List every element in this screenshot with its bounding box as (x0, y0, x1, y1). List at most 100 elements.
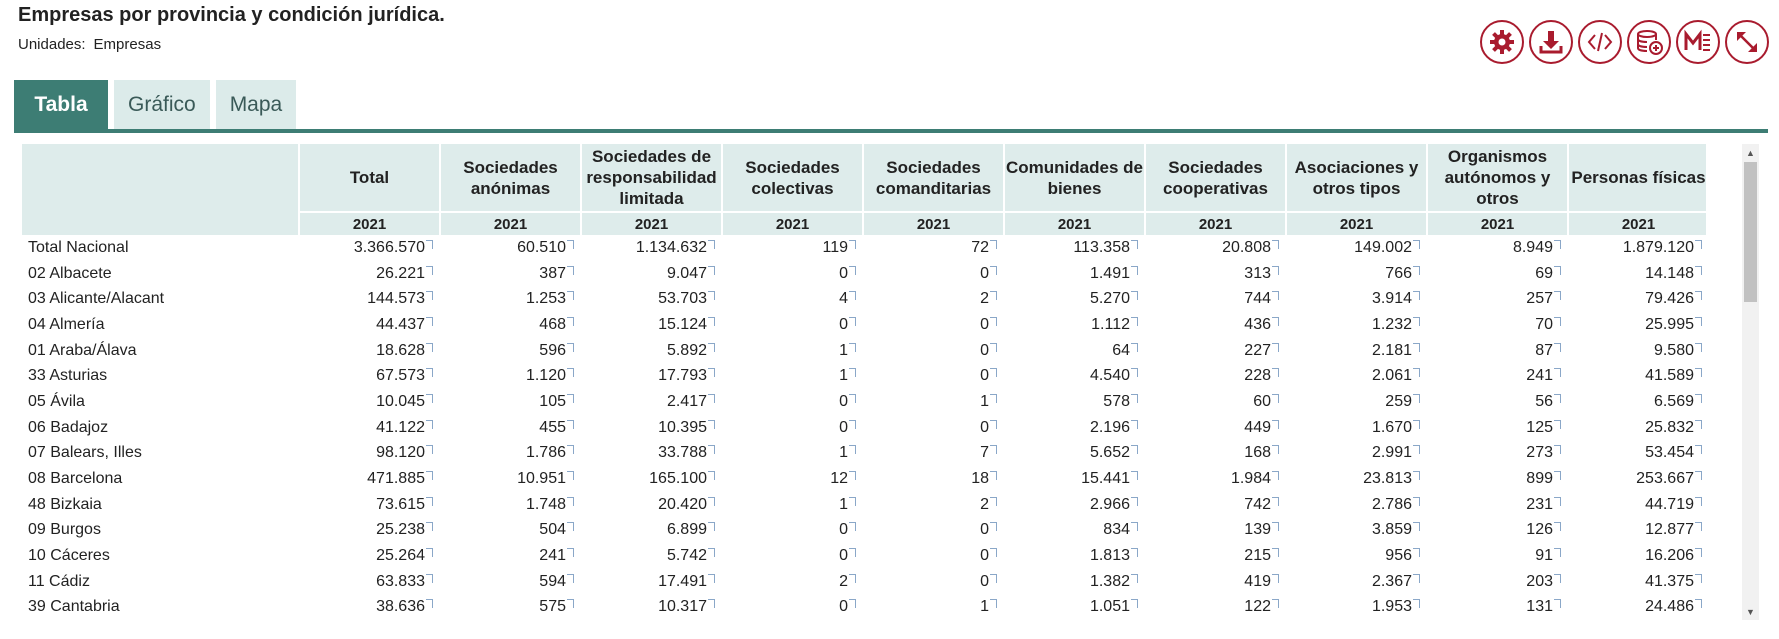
cell-note-icon[interactable] (1272, 239, 1279, 249)
cell-note-icon[interactable] (849, 522, 856, 532)
cell-note-icon[interactable] (708, 291, 715, 301)
cell-note-icon[interactable] (1272, 368, 1279, 378)
cell-note-icon[interactable] (849, 573, 856, 583)
cell-note-icon[interactable] (1413, 445, 1420, 455)
cell-note-icon[interactable] (1413, 599, 1420, 609)
fullscreen-button[interactable] (1725, 20, 1769, 64)
cell-note-icon[interactable] (849, 265, 856, 275)
cell-note-icon[interactable] (849, 496, 856, 506)
cell-note-icon[interactable] (567, 316, 574, 326)
cell-note-icon[interactable] (426, 393, 433, 403)
cell-note-icon[interactable] (1131, 342, 1138, 352)
cell-note-icon[interactable] (1554, 393, 1561, 403)
cell-note-icon[interactable] (1131, 291, 1138, 301)
cell-note-icon[interactable] (567, 445, 574, 455)
cell-note-icon[interactable] (1131, 522, 1138, 532)
cell-note-icon[interactable] (426, 522, 433, 532)
cell-note-icon[interactable] (1272, 471, 1279, 481)
cell-note-icon[interactable] (567, 496, 574, 506)
cell-note-icon[interactable] (849, 548, 856, 558)
cell-note-icon[interactable] (708, 316, 715, 326)
cell-note-icon[interactable] (1413, 471, 1420, 481)
cell-note-icon[interactable] (567, 239, 574, 249)
cell-note-icon[interactable] (708, 522, 715, 532)
cell-note-icon[interactable] (1554, 471, 1561, 481)
scroll-down-arrow-icon[interactable]: ▼ (1746, 606, 1755, 617)
cell-note-icon[interactable] (1131, 471, 1138, 481)
download-button[interactable] (1529, 20, 1573, 64)
cell-note-icon[interactable] (567, 368, 574, 378)
cell-note-icon[interactable] (426, 368, 433, 378)
cell-note-icon[interactable] (1695, 265, 1702, 275)
cell-note-icon[interactable] (426, 445, 433, 455)
cell-note-icon[interactable] (1272, 573, 1279, 583)
cell-note-icon[interactable] (1695, 599, 1702, 609)
cell-note-icon[interactable] (1695, 316, 1702, 326)
cell-note-icon[interactable] (849, 368, 856, 378)
cell-note-icon[interactable] (426, 599, 433, 609)
cell-note-icon[interactable] (708, 265, 715, 275)
cell-note-icon[interactable] (1272, 265, 1279, 275)
cell-note-icon[interactable] (990, 368, 997, 378)
cell-note-icon[interactable] (1413, 522, 1420, 532)
tab-tabla[interactable]: Tabla (14, 80, 108, 130)
cell-note-icon[interactable] (990, 496, 997, 506)
cell-note-icon[interactable] (708, 599, 715, 609)
cell-note-icon[interactable] (990, 316, 997, 326)
cell-note-icon[interactable] (1272, 548, 1279, 558)
cell-note-icon[interactable] (426, 573, 433, 583)
cell-note-icon[interactable] (1695, 368, 1702, 378)
cell-note-icon[interactable] (426, 265, 433, 275)
cell-note-icon[interactable] (1695, 496, 1702, 506)
cell-note-icon[interactable] (1131, 419, 1138, 429)
cell-note-icon[interactable] (1272, 522, 1279, 532)
cell-note-icon[interactable] (1413, 419, 1420, 429)
cell-note-icon[interactable] (567, 342, 574, 352)
cell-note-icon[interactable] (708, 573, 715, 583)
cell-note-icon[interactable] (708, 239, 715, 249)
cell-note-icon[interactable] (1695, 393, 1702, 403)
cell-note-icon[interactable] (708, 548, 715, 558)
cell-note-icon[interactable] (567, 573, 574, 583)
cell-note-icon[interactable] (1413, 342, 1420, 352)
cell-note-icon[interactable] (426, 419, 433, 429)
cell-note-icon[interactable] (990, 291, 997, 301)
cell-note-icon[interactable] (990, 548, 997, 558)
cell-note-icon[interactable] (1272, 419, 1279, 429)
cell-note-icon[interactable] (708, 419, 715, 429)
cell-note-icon[interactable] (1272, 599, 1279, 609)
cell-note-icon[interactable] (1272, 316, 1279, 326)
cell-note-icon[interactable] (708, 393, 715, 403)
cell-note-icon[interactable] (1413, 548, 1420, 558)
cell-note-icon[interactable] (849, 599, 856, 609)
cell-note-icon[interactable] (567, 548, 574, 558)
cell-note-icon[interactable] (849, 471, 856, 481)
cell-note-icon[interactable] (849, 342, 856, 352)
cell-note-icon[interactable] (1695, 471, 1702, 481)
cell-note-icon[interactable] (708, 368, 715, 378)
cell-note-icon[interactable] (849, 445, 856, 455)
cell-note-icon[interactable] (1131, 496, 1138, 506)
cell-note-icon[interactable] (990, 419, 997, 429)
scroll-thumb[interactable] (1744, 162, 1757, 302)
embed-code-button[interactable] (1578, 20, 1622, 64)
cell-note-icon[interactable] (1131, 445, 1138, 455)
cell-note-icon[interactable] (990, 599, 997, 609)
cell-note-icon[interactable] (1695, 548, 1702, 558)
cell-note-icon[interactable] (1554, 291, 1561, 301)
cell-note-icon[interactable] (426, 291, 433, 301)
cell-note-icon[interactable] (849, 393, 856, 403)
tab-grafico[interactable]: Gráfico (114, 80, 210, 130)
cell-note-icon[interactable] (567, 265, 574, 275)
cell-note-icon[interactable] (1554, 573, 1561, 583)
cell-note-icon[interactable] (1695, 445, 1702, 455)
cell-note-icon[interactable] (1695, 239, 1702, 249)
cell-note-icon[interactable] (1413, 368, 1420, 378)
cell-note-icon[interactable] (1554, 599, 1561, 609)
cell-note-icon[interactable] (1272, 342, 1279, 352)
cell-note-icon[interactable] (849, 419, 856, 429)
cell-note-icon[interactable] (1131, 316, 1138, 326)
cell-note-icon[interactable] (426, 239, 433, 249)
cell-note-icon[interactable] (990, 239, 997, 249)
cell-note-icon[interactable] (426, 342, 433, 352)
